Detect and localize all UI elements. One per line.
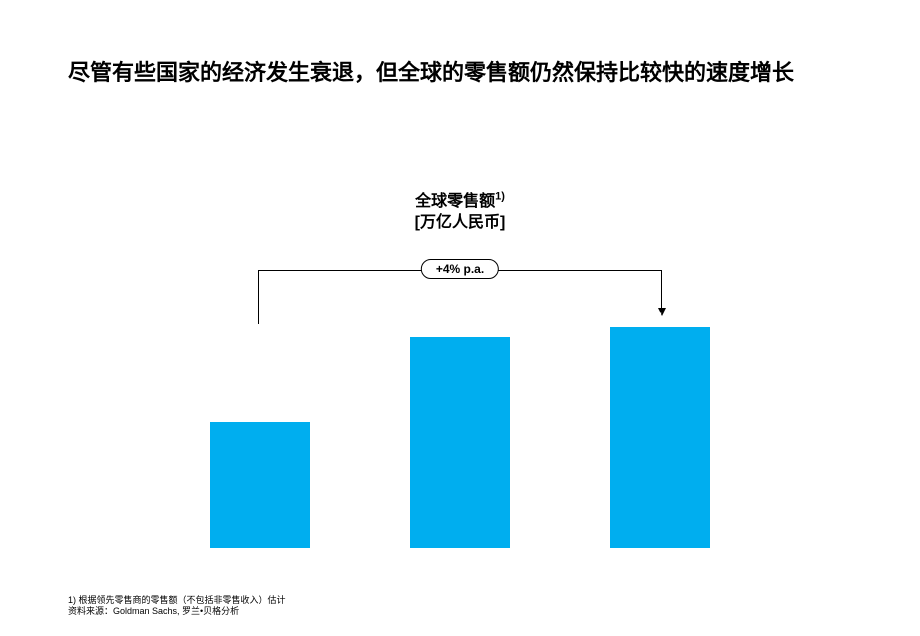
footnote-line2: 资料来源：Goldman Sachs, 罗兰•贝格分析 [68, 606, 286, 618]
chart-title-sup: 1) [495, 191, 505, 203]
slide-title: 尽管有些国家的经济发生衰退，但全球的零售额仍然保持比较快的速度增长 [68, 58, 848, 89]
bar-group-1: 17.0 1995 [410, 315, 510, 570]
growth-rate-badge: +4% p.a. [421, 259, 499, 279]
bar-value-2: 17.8 [610, 309, 710, 325]
chart-title: 全球零售额1) [万亿人民币] [0, 190, 920, 234]
bar-0 [210, 422, 310, 548]
bar-1 [410, 337, 510, 548]
bar-label-1: 1995 [410, 554, 510, 570]
bar-group-2: 17.8 2000 [610, 305, 710, 570]
bar-2 [610, 327, 710, 548]
bar-group-0: 10.2 1990 [210, 400, 310, 570]
chart-title-line1: 全球零售额 [415, 193, 495, 210]
bar-label-2: 2000 [610, 554, 710, 570]
footnote: 1) 根据领先零售商的零售额（不包括非零售收入）估计 资料来源：Goldman … [68, 595, 286, 618]
bar-value-1: 17.0 [410, 319, 510, 335]
footnote-line1: 1) 根据领先零售商的零售额（不包括非零售收入）估计 [68, 595, 286, 607]
bar-chart: 10.2 1990 17.0 1995 17.8 2000 [210, 300, 710, 570]
bar-label-0: 1990 [210, 554, 310, 570]
chart-title-line2: [万亿人民币] [415, 214, 506, 231]
bar-value-0: 10.2 [210, 404, 310, 420]
